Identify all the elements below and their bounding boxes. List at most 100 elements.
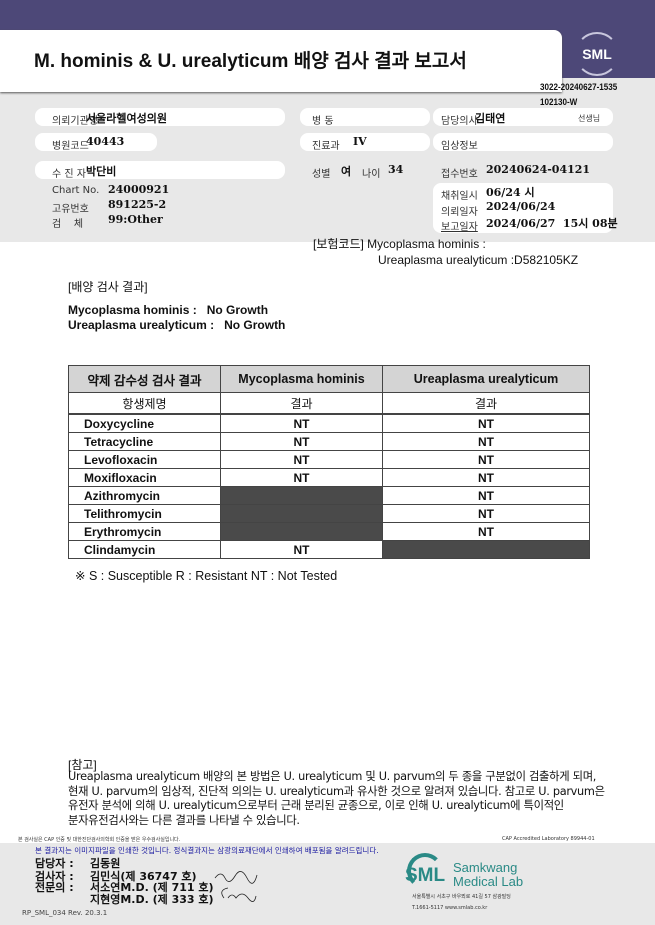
report-value: 2024/06/27 15시 08분 [486,217,618,230]
table-row: Azithromycin NT [68,486,590,505]
mh-result-cell [220,504,383,523]
drug-name-cell: Tetracycline [68,432,221,451]
drug-name-cell: Azithromycin [68,486,221,505]
header-cell: Ureaplasma urealyticum [382,365,590,393]
lab-name-1: Samkwang [453,860,518,875]
drug-name-cell: Clindamycin [68,540,221,559]
doctor-suffix: 선생님 [578,114,601,123]
note-body: Ureaplasma urealyticum 배양의 본 방법은 U. urea… [68,770,605,828]
doctor-value: 김태연 [475,112,506,125]
note-line: Ureaplasma urealyticum 배양의 본 방법은 U. urea… [68,770,597,783]
subheader-cell: 항생제명 [68,392,221,415]
collect-label: 채취일시 [441,191,478,202]
uu-result-cell: NT [382,486,590,505]
lab-name-2: Medical Lab [453,874,524,889]
header-cell: 약제 감수성 검사 결과 [68,365,221,393]
uu-result-cell: NT [382,432,590,451]
culture-uu-result: Ureaplasma urealyticum : No Growth [68,318,286,332]
report-title: M. hominis & U. urealyticum 배양 검사 결과 보고서 [34,51,467,72]
sex-value: 여 [341,165,352,178]
drug-name-cell: Telithromycin [68,504,221,523]
note-heading: [참고] [68,758,97,772]
institution-value: 서울라헬여성의원 [86,112,167,125]
specialist-1: 서소연M.D. (제 711 호) [90,881,214,894]
uu-result-cell [382,540,590,559]
uu-result-cell: NT [382,413,590,433]
tester-label: 검사자 : [35,870,74,883]
drug-name-cell: Levofloxacin [68,450,221,469]
collect-value: 06/24 시 [486,186,535,199]
specimen-label: 검 체 [52,219,84,230]
drug-name-cell: Moxifloxacin [68,468,221,487]
hospital-code-label: 병원코드 [52,141,89,152]
subheader-cell: 결과 [220,392,383,415]
drug-name-cell: Doxycycline [68,413,221,433]
tester-value: 김민식(제 36747 호) [90,870,197,883]
subheader-cell: 결과 [382,392,590,415]
doc-number-2: 102130-W [540,97,578,108]
mh-result-cell: NT [220,468,383,487]
table-row: Tetracycline NT NT [68,432,590,451]
mh-result-cell: NT [220,432,383,451]
receipt-value: 20240624-04121 [486,163,591,176]
specimen-value: 99:Other [108,213,163,226]
hospital-code-value: 40443 [86,135,125,148]
manager-label: 담당자 : [35,857,74,870]
table-row: Erythromycin NT [68,522,590,541]
mh-result-cell [220,486,383,505]
table-row: Telithromycin NT [68,504,590,523]
request-label: 의뢰일자 [441,207,478,218]
dept-label: 진료과 [312,141,340,152]
patient-value: 박단비 [86,165,117,178]
age-label: 나이 [362,169,381,180]
unique-label: 고유번호 [52,204,89,215]
culture-heading: [배양 검사 결과] [68,280,148,294]
mh-result-cell: NT [220,540,383,559]
specialist-label: 전문의 : [35,881,74,894]
insurance-code-2: Ureaplasma urealyticum :D582105KZ [378,253,579,267]
table-row: Doxycycline NT NT [68,413,590,433]
mh-result-cell: NT [220,413,383,433]
table-row: Moxifloxacin NT NT [68,468,590,487]
ward-label: 병 동 [312,116,334,127]
insurance-code-1: [보험코드] Mycoplasma hominis : [313,237,486,251]
title-box [0,30,562,92]
lab-logo: SML [405,853,447,895]
table-row: Levofloxacin NT NT [68,450,590,469]
doc-number: 3022-20240627-1535 [540,82,618,93]
age-value: 34 [388,163,404,176]
legend-note: ※ S : Susceptible R : Resistant NT : Not… [75,569,338,583]
chart-value: 24000921 [108,183,170,196]
manager-value: 김동원 [90,857,121,870]
uu-result-cell: NT [382,468,590,487]
table-row: Clindamycin NT [68,540,590,559]
doctor-label: 담당의사 [441,116,478,127]
uu-result-cell: NT [382,504,590,523]
report-label: 보고일자 [441,222,478,233]
drug-name-cell: Erythromycin [68,522,221,541]
clinical-label: 임상정보 [441,141,478,152]
signature-image [214,871,258,902]
form-number: RP_SML_034 Rev. 20.3.1 [22,909,108,917]
print-notice: 본 결과지는 이미지파일을 인쇄한 것입니다. 정식결과지는 삼광의료재단에서 … [35,846,379,855]
specialist-2: 지현영M.D. (제 333 호) [90,893,214,906]
receipt-label: 접수번호 [441,169,478,180]
dept-value: IV [353,135,367,148]
lab-address: 서울특별시 서초구 바우뫼로 41길 57 삼광빌딩 [412,894,511,900]
sml-logo: SML [575,32,619,76]
mh-result-cell: NT [220,450,383,469]
patient-label: 수 진 자 [52,169,86,180]
institution-label: 의뢰기관명 [52,116,98,127]
mh-result-cell [220,522,383,541]
note-line: 현재 U. parvum의 임상적, 진단적 의의는 U. urealyticu… [68,784,605,798]
susceptibility-table: 약제 감수성 검사 결과 Mycoplasma hominis Ureaplasma… [68,365,590,559]
note-line: 유전자 분석에 의해 U. urealyticum으로부터 근래 분리된 균종으… [68,799,564,812]
cert-text: 본 검사실은 CAP 인증 및 대한진단검사의학회 인증을 받은 우수검사실입니… [18,837,181,843]
footer [0,843,655,925]
culture-mh-result: Mycoplasma hominis : No Growth [68,303,269,317]
sex-label: 성별 [312,169,331,180]
header-cell: Mycoplasma hominis [220,365,383,393]
request-value: 2024/06/24 [486,200,556,213]
cap-text: CAP Accredited Laboratory 89944-01 [502,836,595,842]
lab-phone: T.1661-5117 www.smlab.co.kr [412,905,488,911]
